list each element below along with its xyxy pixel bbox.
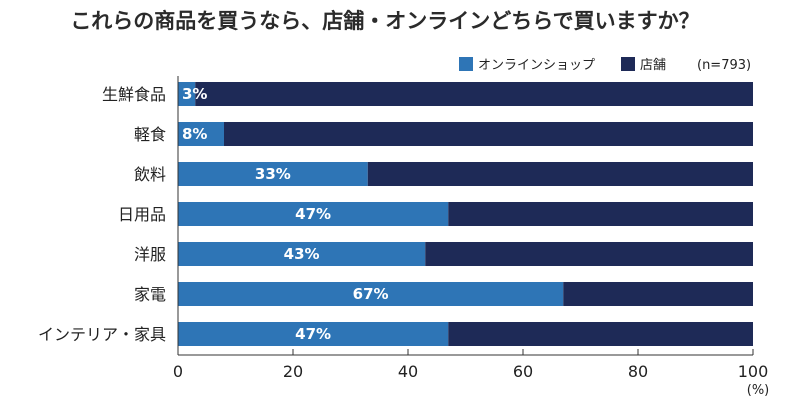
bar-store-0 bbox=[195, 82, 753, 106]
data-label: 43% bbox=[284, 245, 320, 263]
category-label: 軽食 bbox=[134, 125, 166, 144]
data-label: 33% bbox=[255, 165, 291, 183]
bar-store-3 bbox=[448, 202, 753, 226]
data-label: 67% bbox=[353, 285, 389, 303]
category-label: 日用品 bbox=[118, 205, 166, 224]
legend-swatch-online bbox=[459, 57, 473, 71]
bar-online-6 bbox=[178, 322, 449, 346]
category-label: 生鮮食品 bbox=[102, 85, 166, 104]
legend-label-store: 店舗 bbox=[640, 58, 666, 73]
sample-size-label: (n=793) bbox=[697, 58, 751, 73]
bars: 生鮮食品 3% 軽食 8% 飲料 33% 日用品 47% 洋服 43% 家電 67% インテリア・家具 4… bbox=[38, 82, 753, 346]
x-tick-label: 0 bbox=[173, 362, 183, 381]
x-tick-label: 80 bbox=[628, 362, 648, 381]
x-tick-label: 100 bbox=[738, 362, 769, 381]
category-label: 飲料 bbox=[134, 165, 166, 184]
legend-label-online: オンラインショップ bbox=[478, 58, 595, 73]
data-label: 8% bbox=[182, 125, 207, 143]
data-label: 47% bbox=[295, 325, 331, 343]
category-label: 家電 bbox=[134, 285, 166, 304]
legend-swatch-store bbox=[621, 57, 635, 71]
bar-online-4 bbox=[178, 242, 426, 266]
bar-online-3 bbox=[178, 202, 449, 226]
category-label: 洋服 bbox=[134, 245, 166, 264]
x-axis: 0 20 40 60 80 100 (%) bbox=[173, 76, 769, 398]
x-tick-label: 40 bbox=[398, 362, 418, 381]
bar-online-1 bbox=[178, 122, 224, 146]
bar-online-5 bbox=[178, 282, 564, 306]
chart-title: これらの商品を買うなら、店舗・オンラインどちらで買いますか？ bbox=[70, 9, 699, 33]
x-axis-unit: (%) bbox=[747, 383, 770, 398]
data-label: 3% bbox=[182, 85, 207, 103]
bar-store-4 bbox=[425, 242, 753, 266]
category-label: インテリア・家具 bbox=[38, 325, 166, 344]
bar-store-6 bbox=[448, 322, 753, 346]
legend: オンラインショップ 店舗 (n=793) bbox=[459, 57, 751, 73]
bar-store-5 bbox=[563, 282, 753, 306]
x-tick-label: 60 bbox=[513, 362, 533, 381]
bar-store-2 bbox=[367, 162, 753, 186]
bar-store-1 bbox=[224, 122, 753, 146]
data-label: 47% bbox=[295, 205, 331, 223]
x-tick-label: 20 bbox=[283, 362, 303, 381]
bar-online-2 bbox=[178, 162, 368, 186]
bar-online-0 bbox=[178, 82, 196, 106]
